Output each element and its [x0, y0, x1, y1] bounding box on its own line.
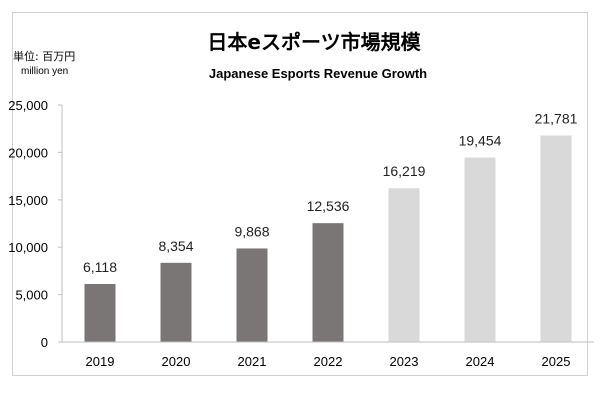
x-tick-label-2023: 2023: [390, 354, 419, 369]
data-label-2022: 12,536: [307, 198, 350, 214]
bar-2025: [540, 135, 572, 342]
bar-2021: [236, 248, 268, 342]
x-tick-label-2024: 2024: [466, 354, 495, 369]
chart-title: 日本eスポーツ市場規模: [207, 30, 421, 54]
data-label-2019: 6,118: [83, 259, 117, 275]
x-tick-label-2021: 2021: [238, 354, 267, 369]
x-tick-label-2019: 2019: [86, 354, 115, 369]
x-tick-label-2025: 2025: [542, 354, 571, 369]
y-tick-label: 10,000: [8, 240, 48, 255]
bar-2024: [464, 157, 496, 342]
x-tick-label-2020: 2020: [162, 354, 191, 369]
data-label-2025: 21,781: [535, 111, 578, 127]
bar-2019: [84, 284, 116, 342]
data-label-2024: 19,454: [459, 133, 502, 149]
y-axis: 0 5,000 10,000 15,000 20,000 25,000: [8, 98, 63, 350]
bar-2023: [388, 188, 420, 342]
bars: 6,118 8,354 9,868 12,536 16,219 19,454 21,781: [83, 111, 578, 342]
data-label-2021: 9,868: [234, 223, 269, 239]
unit-label: 単位: 百万円: [13, 49, 75, 63]
y-tick-label: 0: [41, 335, 48, 350]
y-tick-label: 20,000: [8, 145, 48, 160]
y-tick-label: 15,000: [8, 193, 48, 208]
chart-subtitle: Japanese Esports Revenue Growth: [209, 66, 427, 81]
x-tick-label-2022: 2022: [314, 354, 343, 369]
data-label-2020: 8,354: [158, 238, 193, 254]
unit-label-en: million yen: [21, 66, 68, 77]
data-label-2023: 16,219: [383, 163, 426, 179]
x-axis: 2019 2020 2021 2022 2023 2024 2025: [62, 341, 594, 369]
bar-2020: [160, 262, 192, 342]
y-tick-label: 5,000: [15, 288, 48, 303]
bar-2022: [312, 223, 344, 342]
y-tick-label: 25,000: [8, 98, 48, 113]
